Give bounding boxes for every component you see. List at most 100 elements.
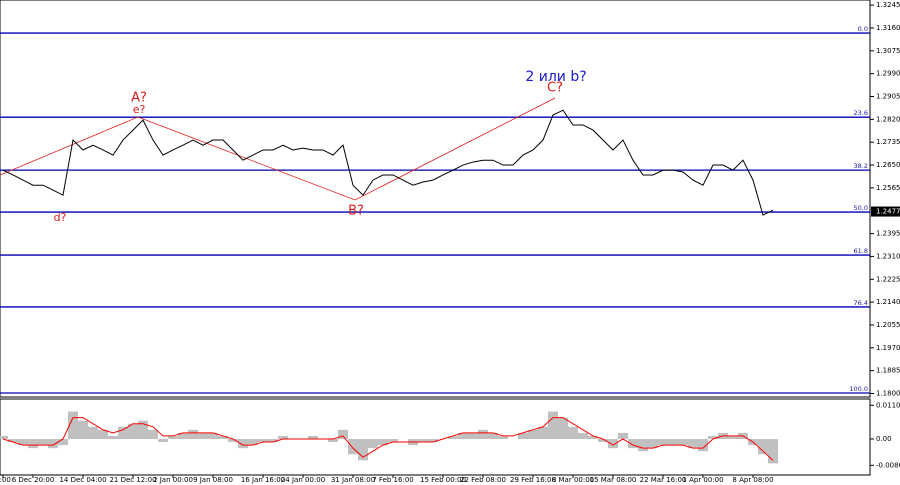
histogram-bar bbox=[678, 438, 688, 446]
wave-label: d? bbox=[54, 211, 67, 224]
histogram-bar bbox=[348, 438, 358, 455]
x-tick-label: 9 Jan 08:00 bbox=[193, 476, 233, 484]
wave-label: 2 или b? bbox=[525, 69, 586, 85]
histogram-bar bbox=[368, 438, 378, 449]
histogram-bar bbox=[498, 435, 508, 439]
histogram-bar bbox=[378, 438, 388, 446]
y-tick-label: 1.3160 bbox=[876, 24, 900, 32]
histogram-bar bbox=[768, 438, 778, 464]
current-price-label: 1.2477 bbox=[876, 208, 900, 216]
histogram-bar bbox=[758, 438, 768, 455]
signal-line bbox=[2, 417, 774, 461]
y-tick-label: 1.3245 bbox=[876, 1, 900, 9]
x-tick-label: 6 Dec 20:00 bbox=[12, 476, 55, 484]
wave-label: B? bbox=[348, 204, 364, 219]
histogram-bar bbox=[708, 435, 718, 439]
histogram-bar bbox=[228, 438, 238, 443]
y-tick-label: -0.00862 bbox=[876, 461, 900, 469]
histogram-bar bbox=[88, 426, 98, 439]
x-tick-label: 21 Dec 12:00 bbox=[109, 476, 156, 484]
y-tick-label: 1.1800 bbox=[876, 390, 900, 398]
x-tick-label: 15 Mar 08:00 bbox=[590, 476, 637, 484]
y-tick-label: 1.1970 bbox=[876, 344, 900, 352]
histogram-bar bbox=[388, 438, 398, 443]
fib-level-label: 38.2 bbox=[854, 162, 868, 170]
histogram-bar bbox=[528, 429, 538, 439]
histogram-bar bbox=[108, 435, 118, 439]
histogram-bar bbox=[328, 438, 338, 443]
histogram-bar bbox=[128, 423, 138, 439]
histogram-bar bbox=[688, 438, 698, 449]
wave-label: C? bbox=[547, 81, 563, 96]
histogram-bar bbox=[238, 438, 248, 449]
y-tick-label: 1.2055 bbox=[876, 321, 900, 329]
histogram-bar bbox=[588, 435, 598, 439]
histogram-bar bbox=[48, 438, 58, 449]
x-tick-label: 14 Dec 04:00 bbox=[59, 476, 106, 484]
histogram-bar bbox=[478, 429, 488, 439]
histogram-bar bbox=[608, 438, 618, 449]
histogram-bar bbox=[518, 432, 528, 439]
y-tick-label: 1.2905 bbox=[876, 92, 900, 100]
y-tick-label: 0.00 bbox=[876, 435, 892, 443]
y-tick-label: 1.2225 bbox=[876, 275, 900, 283]
fib-level-label: 61.8 bbox=[854, 247, 868, 255]
histogram-bar bbox=[598, 438, 608, 443]
x-tick-label: 15 Feb 00:00 bbox=[420, 476, 466, 484]
histogram-bar bbox=[8, 438, 18, 443]
histogram-bar bbox=[728, 435, 738, 439]
histogram-bar bbox=[38, 438, 48, 446]
histogram-bar bbox=[268, 438, 278, 443]
x-tick-label: 29 Feb 16:00 bbox=[510, 476, 556, 484]
histogram-bar bbox=[618, 432, 628, 439]
histogram-bar bbox=[28, 438, 38, 449]
histogram-bar bbox=[548, 411, 558, 439]
histogram-bar bbox=[148, 429, 158, 439]
y-tick-label: 1.2735 bbox=[876, 138, 900, 146]
histogram-bar bbox=[628, 438, 638, 449]
histogram-bar bbox=[428, 438, 438, 443]
fib-level-label: 100.0 bbox=[849, 385, 868, 393]
y-tick-label: 0.01105 bbox=[876, 401, 900, 409]
histogram-bar bbox=[418, 438, 428, 443]
wave-label: A? bbox=[131, 91, 147, 106]
histogram-bar bbox=[158, 438, 168, 443]
price-panel bbox=[0, 0, 871, 398]
histogram-bar bbox=[458, 432, 468, 439]
histogram-bar bbox=[258, 438, 268, 443]
histogram-bar bbox=[638, 438, 648, 452]
histogram-bar bbox=[308, 435, 318, 439]
histogram-bar bbox=[648, 438, 658, 449]
x-tick-label: 16 Jan 16:00 bbox=[241, 476, 285, 484]
x-tick-label: 2 Jan 00:00 bbox=[153, 476, 193, 484]
histogram-bar bbox=[698, 438, 708, 452]
histogram-bar bbox=[188, 429, 198, 439]
histogram-bar bbox=[118, 426, 128, 439]
histogram-bar bbox=[538, 426, 548, 439]
x-tick-label: 22 Mar 16:00 bbox=[640, 476, 687, 484]
histogram-bar bbox=[178, 432, 188, 439]
histogram-bar bbox=[78, 420, 88, 439]
histogram-bar bbox=[98, 429, 108, 439]
histogram-bar bbox=[198, 432, 208, 439]
fib-level-label: 76.4 bbox=[854, 299, 868, 307]
y-tick-label: 1.2990 bbox=[876, 70, 900, 78]
x-tick-label: 24 Jan 00:00 bbox=[281, 476, 325, 484]
histogram-bar bbox=[0, 435, 8, 439]
histogram-bar bbox=[168, 435, 178, 439]
histogram-bar bbox=[248, 438, 258, 446]
histogram-bar bbox=[138, 420, 148, 439]
x-tick-label: 8 Apr 08:00 bbox=[732, 476, 773, 484]
histogram-bar bbox=[558, 417, 568, 439]
histogram-bar bbox=[658, 438, 668, 446]
fib-level-label: 0.0 bbox=[858, 25, 868, 33]
histogram-bar bbox=[68, 411, 78, 439]
histogram-bar bbox=[58, 438, 68, 446]
y-tick-label: 1.2395 bbox=[876, 230, 900, 238]
y-tick-label: 1.2565 bbox=[876, 184, 900, 192]
y-tick-label: 1.1885 bbox=[876, 367, 900, 375]
x-tick-label: 31 Jan 08:00 bbox=[331, 476, 375, 484]
y-tick-label: 1.2650 bbox=[876, 161, 900, 169]
y-tick-label: 1.2310 bbox=[876, 252, 900, 260]
